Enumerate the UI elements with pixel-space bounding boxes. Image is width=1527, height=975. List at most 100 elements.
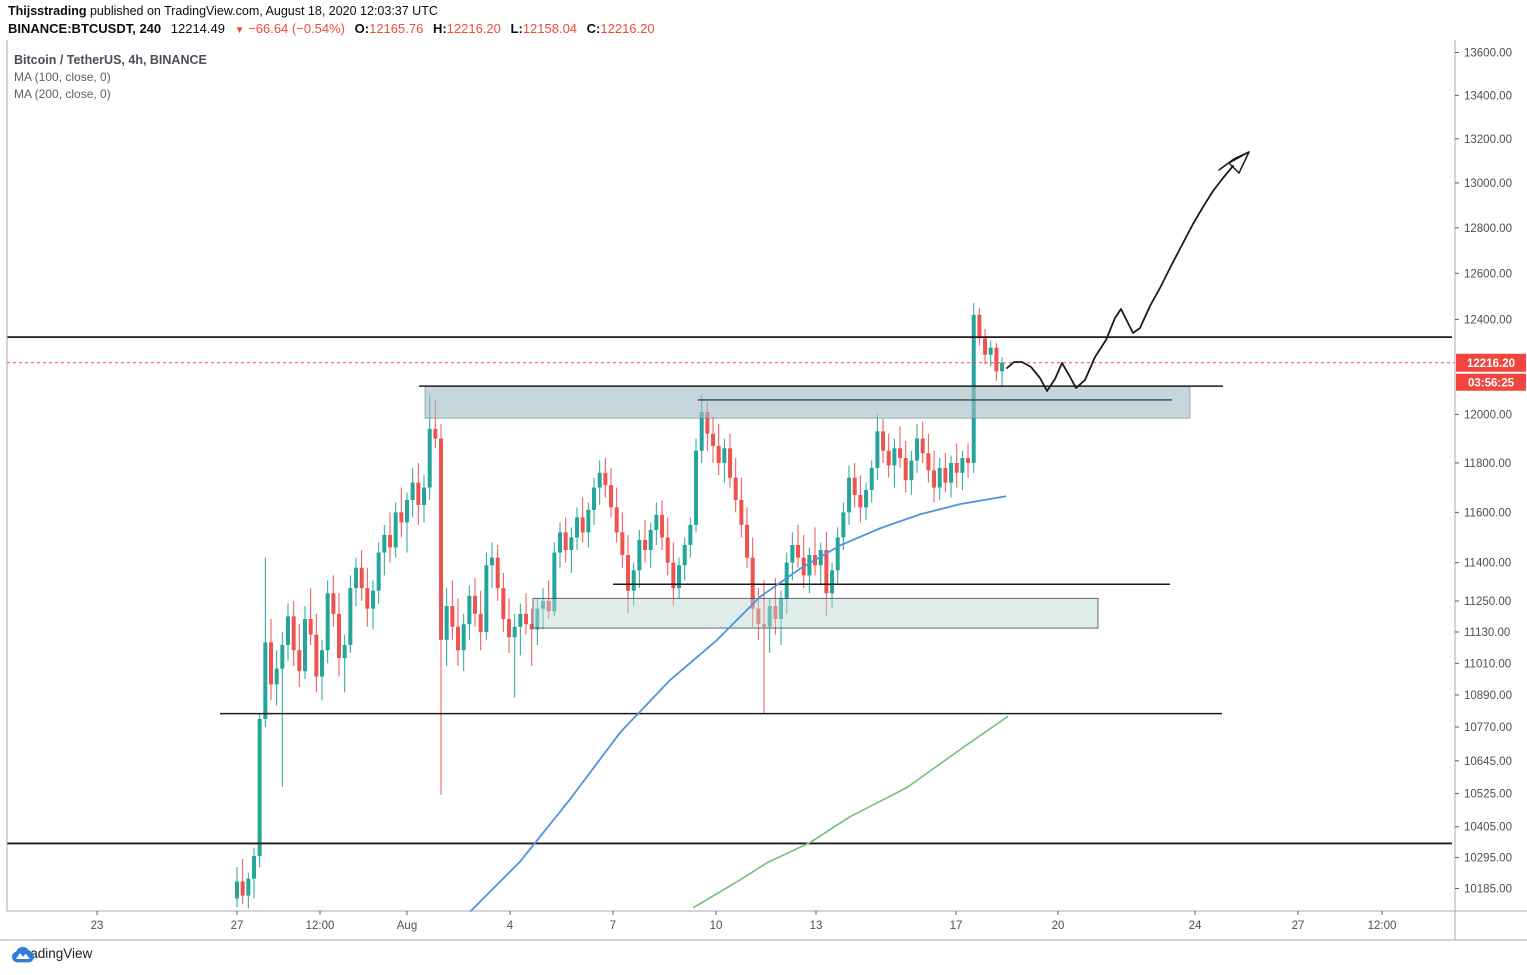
time-tick-label: 24	[1189, 920, 1202, 932]
candle-body	[779, 598, 784, 620]
candle-body	[427, 428, 432, 488]
candle-body	[478, 613, 483, 632]
legend-symbol-title: Bitcoin / TetherUS, 4h, BINANCE	[14, 53, 207, 67]
candle-body	[614, 507, 619, 533]
candle-body	[620, 532, 625, 556]
current-price-axis-label: 12216.20 03:56:25	[1456, 353, 1526, 391]
candle-body	[507, 619, 512, 638]
candle-body	[830, 570, 835, 594]
candle-body	[263, 642, 268, 719]
supply-demand-zone-1[interactable]	[424, 385, 1191, 419]
candle-body	[399, 512, 404, 523]
candle-body	[416, 482, 421, 505]
candle-body	[711, 433, 716, 446]
time-tick-label: Aug	[397, 920, 417, 932]
price-tick-label: 10645.00	[1464, 756, 1512, 768]
candle-body	[841, 512, 846, 538]
candle-body	[580, 517, 585, 533]
candle-body	[257, 718, 262, 857]
time-tick-label: 7	[610, 920, 616, 932]
candle-body	[535, 608, 540, 630]
candle-body	[994, 347, 999, 372]
candle-body	[252, 856, 257, 879]
ohlc-open: O:12165.76	[354, 21, 424, 36]
price-axis[interactable]: 13600.00 13400.00 13200.00 13000.00 12800.00…	[1455, 48, 1512, 896]
brand-text: TradingView	[18, 946, 93, 961]
candle-body	[932, 470, 937, 488]
candle-body	[881, 431, 886, 451]
candle-body	[790, 544, 795, 563]
candle-body	[291, 616, 296, 651]
candle-body	[495, 557, 500, 589]
candle-body	[705, 411, 710, 434]
candle-body	[467, 595, 472, 625]
price-tick-label: 12400.00	[1464, 315, 1512, 327]
tradingview-branding[interactable]: TradingView	[12, 946, 93, 963]
ma100-line	[469, 495, 1007, 913]
candle-body	[354, 567, 359, 589]
supply-demand-zone-2[interactable]	[532, 597, 1099, 629]
candle-body	[892, 448, 897, 466]
candle-body	[433, 428, 438, 439]
candle-body	[977, 314, 982, 339]
price-tick-label: 11800.00	[1464, 458, 1511, 470]
candle-body	[858, 494, 863, 508]
price-tick-label: 11400.00	[1464, 558, 1511, 570]
candle-body	[563, 532, 568, 551]
candle-body	[558, 532, 563, 553]
candle-body	[756, 608, 761, 625]
price-label-box	[1456, 353, 1526, 372]
candle-body	[444, 606, 449, 640]
candle-body	[609, 485, 614, 508]
candle-body	[631, 570, 636, 591]
projection-drawing[interactable]	[1006, 165, 1234, 392]
arrow-head-icon	[1228, 151, 1250, 174]
ohlc-close: C:12216.20	[586, 21, 655, 36]
author-name: Thijsstrading	[8, 4, 87, 18]
price-tick-label: 11250.00	[1464, 596, 1511, 608]
candle-body	[762, 624, 767, 627]
candle-body	[875, 431, 880, 468]
candle-body	[303, 619, 308, 672]
candle-body	[348, 588, 353, 645]
candle-body	[342, 644, 347, 659]
candle-body	[665, 537, 670, 563]
countdown-box	[1456, 373, 1526, 391]
ohlc-low: L:12158.04	[510, 21, 578, 36]
candle-body	[716, 445, 721, 463]
time-axis[interactable]: 23 27 12:00 Aug 4 7 10 13 17 20 24 27 12:00	[91, 911, 1397, 932]
candle-body	[473, 595, 478, 614]
candle-body	[529, 624, 534, 630]
symbol-status-line: BINANCE:BTCUSDT, 240 12214.49 ▼ −66.64 (…	[8, 21, 661, 36]
candle-body	[541, 600, 546, 609]
candle-body	[949, 462, 954, 483]
candle-body	[512, 626, 517, 638]
candle-body	[954, 462, 959, 473]
candle-body	[903, 458, 908, 481]
candle-body	[546, 600, 551, 612]
candle-body	[274, 668, 279, 685]
time-tick-label: 10	[710, 920, 723, 932]
candle-body	[637, 539, 642, 571]
candle-body	[960, 458, 965, 473]
candle-body	[722, 448, 727, 463]
candle-body	[393, 512, 398, 548]
candle-body	[677, 565, 682, 589]
time-tick-label: 20	[1052, 920, 1065, 932]
candle-body	[671, 562, 676, 589]
publish-header: Thijsstrading published on TradingView.c…	[8, 4, 438, 18]
candle-body	[920, 438, 925, 454]
time-tick-label: 12:00	[306, 920, 335, 932]
candle-body	[648, 529, 653, 551]
candle-body	[235, 881, 239, 899]
price-tick-label: 10770.00	[1464, 722, 1512, 734]
candle-body	[807, 555, 812, 576]
candle-body	[484, 565, 489, 632]
time-tick-label: 17	[950, 920, 963, 932]
candle-body	[592, 487, 597, 510]
candle-body	[643, 539, 648, 551]
candle-body	[773, 606, 778, 620]
time-tick-label: 4	[507, 920, 514, 932]
